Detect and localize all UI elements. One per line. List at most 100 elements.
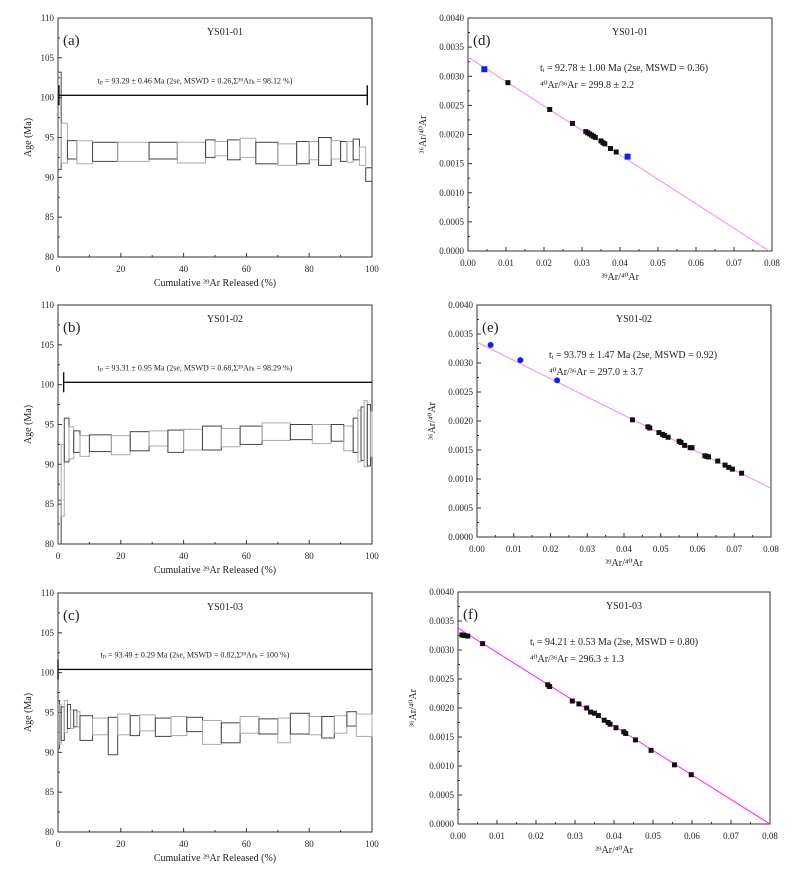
chart-title: YS01-01 (612, 27, 648, 38)
isochron-age-annotation: tᵢ = 94.21 ± 0.53 Ma (2se, MSWD = 0.80) (530, 637, 698, 648)
isochron-fit-line (476, 341, 772, 489)
age-step (129, 431, 150, 452)
age-step (92, 717, 109, 736)
data-point (461, 633, 467, 638)
age-step (183, 428, 203, 451)
data-point (715, 458, 721, 464)
age-step (239, 137, 257, 158)
y-tick-label: 85 (45, 212, 55, 222)
age-step (321, 715, 335, 739)
x-tick-label: 40 (179, 839, 189, 849)
age-step (369, 411, 373, 457)
age-step (117, 141, 150, 162)
isochron-age-annotation: tᵢ = 93.79 ± 1.47 Ma (2se, MSWD = 0.92) (549, 350, 717, 361)
x-tick-label: 0.05 (653, 544, 669, 554)
x-tick-label: 80 (305, 264, 315, 274)
age-step (110, 435, 131, 456)
age-step (92, 141, 119, 162)
age-step (227, 139, 241, 161)
chart-panel-d: 0.00 0.01 0.02 0.03 0.04 0.05 0.06 0.07 0.08 0.00… (418, 13, 780, 283)
x-tick-label: 0 (56, 264, 61, 274)
age-step (255, 141, 279, 165)
data-point (584, 705, 590, 711)
y-tick-label: 0.0005 (429, 790, 454, 800)
chart-title: YS01-01 (207, 27, 243, 38)
x-tick-label: 0.02 (528, 831, 544, 841)
plot-frame (467, 17, 773, 252)
plot-frame (457, 591, 771, 825)
x-tick-label: 0.00 (469, 544, 485, 554)
data-point (629, 417, 635, 423)
chart-title: YS01-02 (207, 314, 243, 325)
y-axis-label: Age (Ma) (23, 693, 34, 732)
data-point (647, 425, 653, 431)
x-tick-label: 0.03 (567, 831, 583, 841)
x-tick-label: 60 (242, 551, 252, 561)
y-tick-label: 0.0000 (448, 532, 473, 542)
plot-frame (476, 304, 772, 538)
age-step (73, 430, 81, 453)
x-tick-label: 0.06 (688, 258, 704, 268)
plateau-age-annotation: tₚ = 93.49 ± 0.29 Ma (2se, MSWD = 0.82,Σ… (101, 650, 290, 659)
x-tick-label: 20 (116, 839, 126, 849)
x-tick-label: 0.08 (762, 831, 778, 841)
x-tick-label: 20 (116, 551, 126, 561)
y-tick-label: 0.0015 (439, 159, 464, 169)
y-tick-label: 0.0000 (429, 819, 454, 829)
y-axis-label: ³⁶Ar/⁴⁰Ar (427, 401, 438, 440)
y-tick-label: 0.0015 (429, 732, 454, 742)
x-axis-label: Cumulative ³⁹Ar Released (%) (154, 565, 276, 576)
y-tick-label: 0.0035 (429, 616, 454, 626)
data-point (689, 445, 695, 451)
x-axis-label: Cumulative ³⁹Ar Released (%) (154, 853, 276, 864)
age-step (346, 140, 354, 163)
age-step (186, 716, 203, 733)
y-tick-label: 0.0020 (448, 416, 473, 426)
y-tick-label: 100 (41, 668, 55, 678)
age-step (352, 417, 359, 453)
y-tick-label: 0.0010 (429, 761, 454, 771)
data-point (671, 762, 677, 768)
x-tick-label: 40 (179, 551, 189, 561)
age-step (107, 716, 119, 756)
x-axis-label: ³⁹Ar/⁴⁰Ar (605, 558, 644, 569)
age-step (60, 122, 68, 164)
age-step (220, 722, 241, 744)
x-tick-label: 20 (116, 264, 126, 274)
age-step (308, 715, 323, 736)
age-step (201, 425, 222, 451)
age-step (330, 140, 342, 160)
panel-label: (a) (63, 33, 80, 49)
age-step (355, 713, 373, 737)
age-step (352, 138, 360, 161)
age-step (365, 167, 373, 182)
chart-panel-c: 0 20 40 60 80 100 80 85 90 95 100 105 110 Cumulative … (23, 588, 379, 864)
y-tick-label: 0.0020 (439, 130, 464, 140)
excluded-point (624, 153, 631, 160)
age-step (239, 425, 263, 445)
age-step (176, 141, 207, 164)
data-point (595, 713, 601, 719)
chart-panel-f: 0.00 0.01 0.02 0.03 0.04 0.05 0.06 0.07 0.08 0.00… (408, 587, 778, 856)
age-step (318, 137, 332, 166)
data-point (576, 701, 582, 707)
age-step (289, 424, 313, 441)
x-tick-label: 80 (305, 551, 315, 561)
y-tick-label: 0.0005 (439, 217, 464, 227)
y-tick-label: 105 (41, 53, 55, 63)
age-step (258, 718, 279, 735)
y-tick-label: 0.0010 (448, 474, 473, 484)
panel-label: (f) (463, 607, 478, 623)
panel-label: (b) (63, 320, 81, 336)
age-step (79, 715, 94, 741)
age-step (205, 139, 216, 158)
x-tick-label: 0.04 (606, 831, 622, 841)
data-point (547, 106, 553, 112)
x-tick-label: 0.04 (616, 544, 632, 554)
age-step (79, 435, 90, 457)
age-step (214, 140, 229, 157)
x-tick-label: 0.02 (543, 544, 559, 554)
data-point (613, 725, 619, 731)
y-tick-label: 0.0035 (448, 329, 473, 339)
age-step (167, 429, 185, 453)
